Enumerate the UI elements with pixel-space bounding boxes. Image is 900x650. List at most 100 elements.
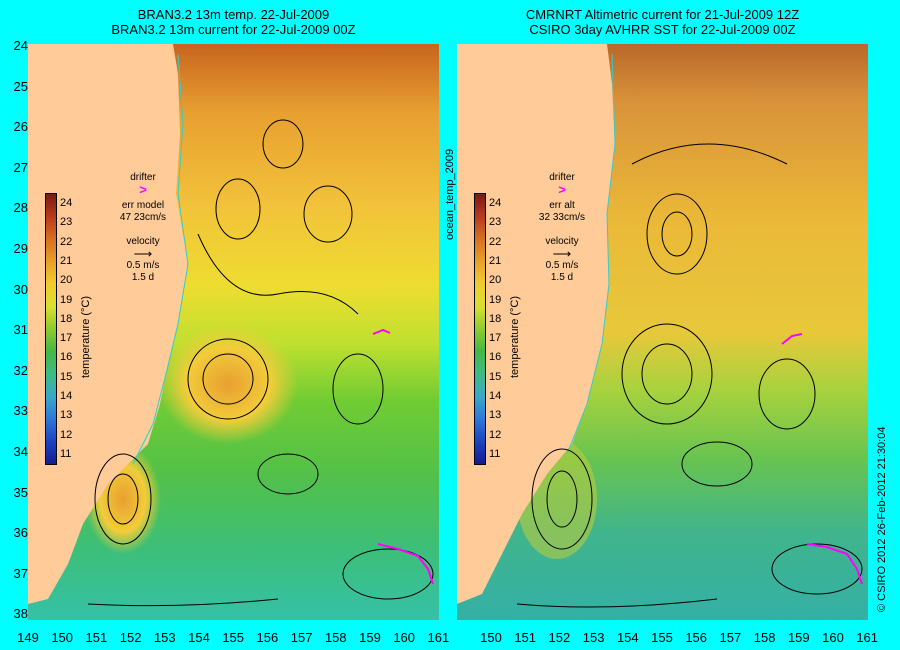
right-x-tick-label: 160 [822, 630, 844, 645]
dataset-label: ocean_temp_2009 [444, 148, 456, 240]
y-tick-label: 32 [13, 362, 28, 378]
y-tick-label: 35 [13, 484, 28, 500]
y-tick-label: 27 [13, 159, 28, 175]
left-legend: drifter > err model 47 23cm/s velocity ⟶… [108, 172, 178, 284]
y-tick-label: 28 [13, 200, 28, 216]
colorbar-tick-label: 14 [60, 390, 73, 402]
colorbar-tick-label: 17 [489, 332, 502, 345]
right-map[interactable]: drifter > err alt 32 33cm/s velocity ⟶ 0… [457, 44, 868, 620]
right-velocity-label: velocity [545, 236, 579, 247]
right-err-value: 32 33cm/s [538, 212, 586, 223]
left-drifter-track-1 [372, 328, 391, 335]
left-map[interactable]: drifter > err model 47 23cm/s velocity ⟶… [28, 44, 439, 620]
right-map-image [457, 44, 868, 620]
left-velocity-arrow: ⟶ [133, 246, 153, 261]
y-tick-label: 24 [13, 38, 28, 53]
colorbar-tick-label: 20 [60, 274, 73, 287]
right-drifter-track-2 [806, 543, 863, 585]
left-err-value: 47 23cm/s [119, 212, 167, 223]
right-x-tick-label: 157 [719, 630, 742, 645]
right-x-tick-label: 151 [514, 630, 537, 645]
colorbar-tick-label: 16 [60, 351, 73, 364]
left-velocity-value: 0.5 m/s [126, 260, 160, 271]
colorbar-tick-label: 19 [489, 293, 502, 306]
left-x-tick-label: 151 [85, 630, 108, 645]
left-x-tick-label: 154 [188, 630, 210, 645]
right-err-label: err alt [549, 200, 575, 211]
y-tick-label: 36 [13, 525, 28, 541]
right-x-tick-label: 152 [548, 630, 571, 645]
right-x-tick-label: 156 [685, 630, 708, 645]
right-colorbar-strip [474, 193, 486, 465]
colorbar-tick-label: 19 [60, 293, 73, 306]
right-drifter-label: drifter [549, 172, 575, 183]
left-x-tick-label: 159 [359, 630, 381, 645]
right-x-tick-label: 150 [480, 630, 502, 645]
colorbar-tick-label: 15 [60, 370, 73, 383]
left-map-image [28, 44, 439, 620]
right-x-tick-label: 154 [616, 630, 639, 645]
y-tick-label: 34 [13, 444, 28, 459]
colorbar-tick-label: 18 [489, 312, 502, 325]
y-tick-label: 38 [13, 606, 28, 622]
left-x-tick-label: 157 [290, 630, 313, 645]
colorbar-tick-label: 12 [60, 428, 73, 441]
left-x-tick-label: 150 [51, 630, 74, 645]
right-velocity-arrow: ⟶ [552, 246, 572, 261]
colorbar-tick-label: 16 [489, 351, 502, 364]
left-x-tick-label: 155 [222, 630, 245, 645]
y-tick-label: 33 [13, 403, 28, 419]
left-x-tick-label: 160 [393, 630, 416, 645]
left-title-line1: BRAN3.2 13m temp. 22-Jul-2009 [137, 7, 330, 22]
left-x-tick-label: 156 [256, 630, 279, 645]
right-legend: drifter > err alt 32 33cm/s velocity ⟶ 0… [527, 172, 597, 284]
colorbar-tick-label: 24 [489, 197, 502, 209]
left-x-tick-label: 153 [153, 630, 176, 645]
colorbar-tick-label: 24 [60, 197, 73, 209]
colorbar-tick-label: 11 [489, 447, 501, 460]
left-colorbar-label: temperature (°C) [80, 295, 92, 378]
right-title-line1: CMRNRT Altimetric current for 21-Jul-200… [525, 7, 800, 22]
colorbar-tick-label: 18 [60, 312, 73, 325]
colorbar-tick-label: 12 [489, 428, 502, 441]
right-drifter-track-1 [781, 333, 803, 345]
right-velocity-value: 0.5 m/s [545, 260, 579, 271]
left-drifter-symbol: > [139, 182, 147, 197]
left-drifter-track-2 [377, 543, 434, 585]
colorbar-tick-label: 21 [60, 254, 73, 267]
right-velocity-days: 1.5 d [550, 272, 574, 283]
right-x-tick-label: 159 [787, 630, 810, 645]
right-current-streamlines [516, 143, 863, 608]
left-title: BRAN3.2 13m temp. 22-Jul-2009 BRAN3.2 13… [28, 7, 439, 37]
right-x-tick-label: 161 [856, 630, 879, 645]
left-x-tick-label: 161 [427, 630, 450, 645]
colorbar-tick-label: 13 [60, 409, 73, 422]
right-x-tick-label: 155 [651, 630, 673, 645]
colorbar-tick-label: 22 [489, 235, 502, 248]
right-x-tick-label: 158 [753, 630, 776, 645]
colorbar-tick-label: 23 [60, 216, 73, 229]
left-x-tick-label: 152 [119, 630, 142, 645]
y-tick-label: 31 [13, 322, 28, 338]
colorbar-tick-label: 17 [60, 332, 73, 345]
left-colorbar-strip [45, 193, 57, 465]
y-tick-label: 29 [13, 241, 28, 256]
y-tick-label: 25 [13, 78, 28, 94]
colorbar-tick-label: 13 [489, 409, 502, 422]
colorbar-tick-label: 22 [60, 235, 73, 248]
colorbar-tick-label: 20 [489, 274, 502, 287]
right-x-tick-label: 153 [582, 630, 605, 645]
right-drifter-symbol: > [558, 182, 566, 197]
left-current-streamlines [87, 119, 434, 607]
right-title-line2: CSIRO 3day AVHRR SST for 22-Jul-2009 00Z [529, 22, 796, 37]
colorbar-tick-label: 21 [489, 254, 502, 267]
left-x-tick-label: 158 [324, 630, 347, 645]
left-x-tick-label: 149 [17, 630, 39, 645]
left-err-label: err model [121, 200, 165, 211]
left-title-line2: BRAN3.2 13m current for 22-Jul-2009 00Z [111, 22, 356, 37]
credit-label: © CSIRO 2012 26-Feb-2012 21:30:04 [876, 426, 888, 612]
left-velocity-days: 1.5 d [131, 272, 155, 283]
y-tick-label: 26 [13, 119, 28, 135]
colorbar-tick-label: 14 [489, 390, 502, 402]
left-drifter-label: drifter [130, 172, 156, 183]
